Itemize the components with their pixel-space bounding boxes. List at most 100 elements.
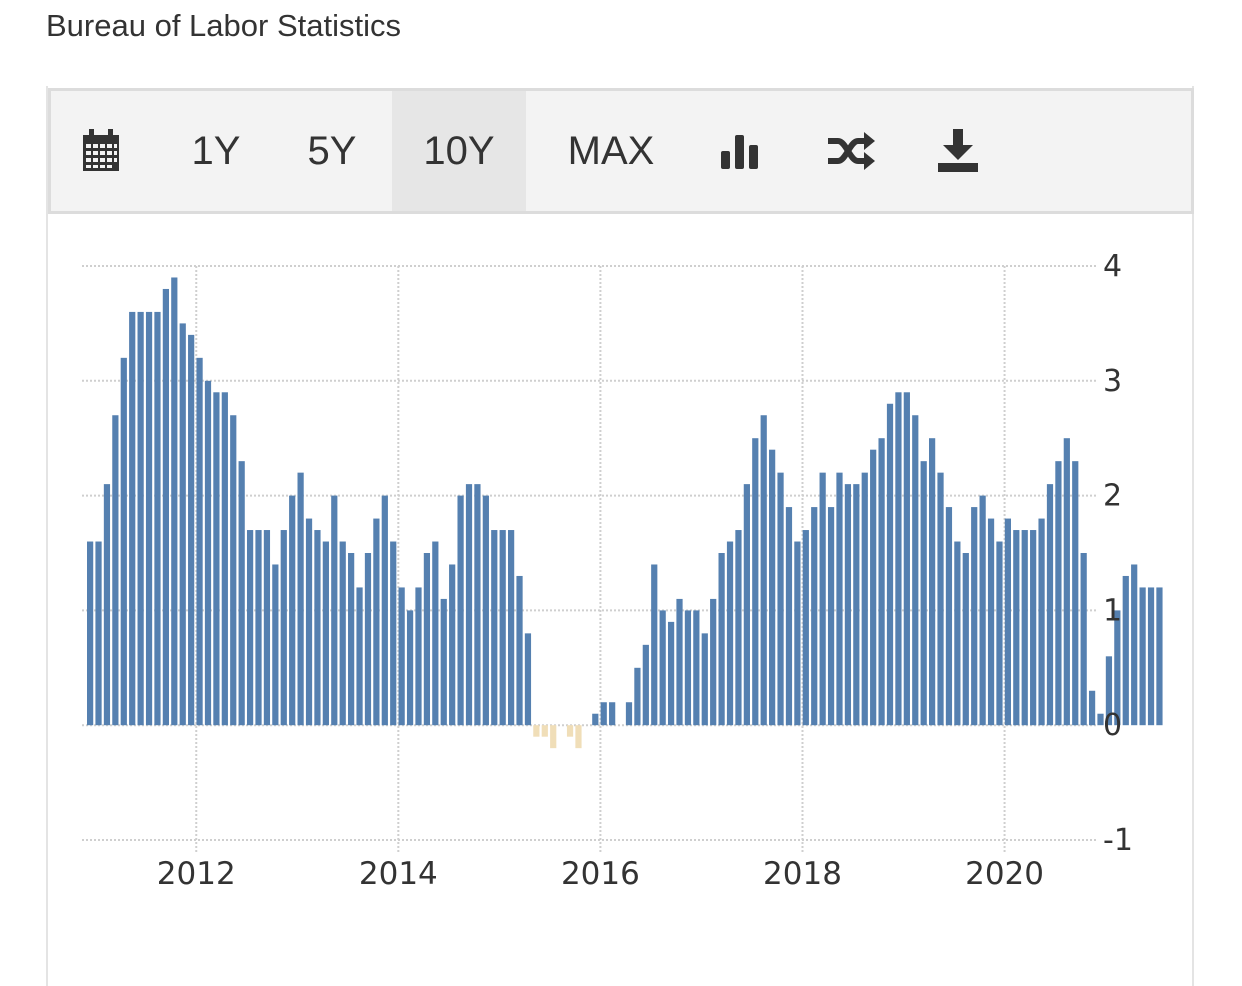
bar[interactable] [364, 553, 372, 726]
bar[interactable] [1122, 575, 1129, 726]
bar[interactable] [701, 633, 708, 726]
bar[interactable] [423, 553, 431, 726]
bar[interactable] [667, 621, 675, 726]
bar[interactable] [112, 415, 119, 726]
bar[interactable] [1072, 461, 1079, 726]
bar[interactable] [954, 541, 961, 726]
bar[interactable] [945, 507, 953, 726]
bar[interactable] [718, 553, 725, 726]
bar[interactable] [1063, 438, 1070, 726]
bar[interactable] [920, 461, 927, 726]
bar[interactable] [457, 495, 464, 726]
bar[interactable] [524, 633, 532, 726]
bar[interactable] [794, 541, 801, 726]
bar[interactable] [305, 518, 313, 726]
bar[interactable] [853, 484, 860, 726]
bar[interactable] [213, 392, 220, 726]
bar[interactable] [1131, 564, 1138, 726]
bar[interactable] [516, 575, 523, 726]
bar[interactable] [1038, 518, 1045, 726]
bar[interactable] [802, 530, 809, 726]
bar[interactable] [651, 564, 658, 726]
bar[interactable] [575, 725, 582, 749]
bar[interactable] [356, 587, 363, 726]
bar[interactable] [103, 484, 111, 726]
bar[interactable] [272, 564, 279, 726]
bar[interactable] [634, 667, 641, 726]
bar[interactable] [769, 449, 776, 726]
bar[interactable] [609, 702, 616, 726]
range-1y-button[interactable]: 1Y [191, 128, 241, 173]
bar[interactable] [785, 507, 793, 726]
bar[interactable] [221, 392, 228, 726]
bar[interactable] [886, 403, 894, 726]
bar[interactable] [129, 311, 136, 726]
bar[interactable] [145, 311, 153, 726]
bar[interactable] [1030, 530, 1037, 726]
bar[interactable] [499, 530, 506, 726]
bar[interactable] [987, 518, 995, 726]
bar[interactable] [406, 610, 414, 726]
bar[interactable] [1114, 610, 1121, 726]
bar[interactable] [314, 530, 321, 726]
bar[interactable] [230, 415, 237, 726]
bar[interactable] [263, 530, 271, 726]
bar[interactable] [625, 702, 633, 726]
bar[interactable] [390, 541, 397, 726]
bar[interactable] [171, 277, 178, 726]
bar[interactable] [246, 530, 254, 726]
bar[interactable] [449, 564, 456, 726]
bar[interactable] [1147, 587, 1155, 726]
bar[interactable] [238, 461, 245, 726]
bar[interactable] [971, 507, 978, 726]
bar[interactable] [432, 541, 439, 726]
bar[interactable] [710, 598, 717, 726]
bar[interactable] [1055, 461, 1062, 726]
bar[interactable] [373, 518, 380, 726]
bar[interactable] [684, 610, 692, 726]
bar[interactable] [491, 530, 498, 726]
bar[interactable] [743, 484, 750, 726]
bar[interactable] [760, 415, 767, 726]
bar[interactable] [196, 357, 203, 726]
bar[interactable] [162, 288, 169, 726]
bar[interactable] [154, 311, 161, 726]
bar[interactable] [120, 357, 127, 726]
bar[interactable] [937, 472, 944, 726]
bar[interactable] [844, 484, 852, 726]
bar[interactable] [642, 644, 649, 726]
download-icon[interactable] [931, 91, 985, 211]
bar[interactable] [996, 541, 1003, 726]
bar[interactable] [861, 472, 868, 726]
bar[interactable] [819, 472, 826, 726]
range-max-button[interactable]: MAX [567, 128, 655, 173]
bar[interactable] [339, 541, 346, 726]
bar[interactable] [777, 472, 784, 726]
shuffle-icon[interactable] [823, 91, 879, 211]
bar[interactable] [415, 587, 422, 726]
bar[interactable] [1156, 587, 1163, 726]
bar[interactable] [87, 541, 94, 726]
bar[interactable] [508, 530, 515, 726]
bar[interactable] [1080, 553, 1087, 726]
bar[interactable] [592, 713, 599, 726]
bar[interactable] [870, 449, 877, 726]
bar[interactable] [137, 311, 144, 726]
bar[interactable] [979, 495, 986, 726]
bar[interactable] [693, 610, 700, 726]
bar[interactable] [1021, 530, 1028, 726]
bar[interactable] [811, 507, 818, 726]
bar[interactable] [188, 334, 195, 726]
bar[interactable] [659, 610, 666, 726]
bar[interactable] [482, 495, 489, 726]
range-10y-button[interactable]: 10Y [392, 91, 526, 211]
range-5y-button[interactable]: 5Y [307, 128, 357, 173]
bar[interactable] [95, 541, 102, 726]
bar[interactable] [348, 553, 355, 726]
bar[interactable] [289, 495, 296, 726]
bar[interactable] [398, 587, 405, 726]
bar[interactable] [827, 507, 835, 726]
bar[interactable] [735, 530, 742, 726]
bar[interactable] [676, 598, 683, 726]
bar[interactable] [204, 380, 212, 726]
